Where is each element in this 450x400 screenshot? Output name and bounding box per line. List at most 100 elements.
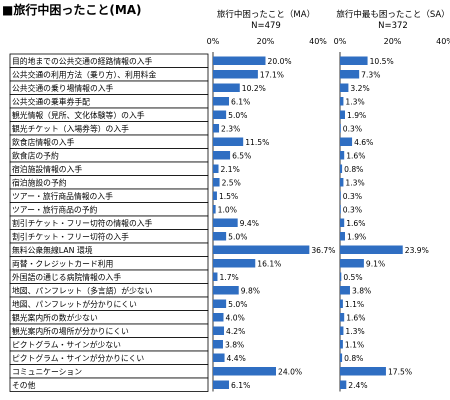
value-label: 20.0% (268, 57, 292, 66)
value-label: 6.1% (231, 98, 250, 107)
category-label: 割引チケット・フリー切符の入手 (12, 232, 129, 242)
bar (340, 272, 342, 281)
category-label: 公共交通の利用方法（乗り方）、利用料金 (12, 70, 156, 80)
bar (213, 110, 227, 119)
value-label: 16.1% (257, 260, 281, 269)
value-label: 5.0% (228, 233, 247, 242)
category-label: 飲食店情報の入手 (12, 137, 75, 147)
x-tick-label: 20% (384, 37, 402, 46)
x-tick-label: 40% (436, 37, 450, 46)
bar (340, 367, 386, 376)
bar (213, 367, 276, 376)
bar (340, 151, 345, 160)
bar (213, 286, 239, 295)
bar (213, 70, 258, 79)
bar (213, 340, 223, 349)
category-label: 宿泊施設の予約 (12, 178, 67, 188)
bar (213, 272, 218, 281)
bar (340, 340, 343, 349)
value-label: 2.3% (221, 125, 240, 134)
value-label: 1.3% (345, 327, 364, 336)
bar (213, 205, 216, 214)
category-label: コミュニケーション (12, 368, 82, 377)
bar (340, 313, 345, 322)
chart-marks: 目的地までの公共交通の経路情報の入手公共交通の利用方法（乗り方）、利用料金公共交… (9, 37, 450, 392)
bar (213, 299, 227, 308)
value-label: 1.3% (345, 98, 364, 107)
panel-1-heading: 旅行中困ったこと（MA） (217, 9, 315, 20)
value-label: 1.6% (346, 314, 365, 323)
category-label: 地図、パンフレットが分かりにくい (12, 299, 137, 309)
category-label: 無料公衆無線LAN 環境 (12, 245, 93, 255)
category-label: 公共交通の乗車券手配 (12, 97, 90, 107)
bar (213, 326, 225, 335)
value-label: 7.3% (361, 71, 380, 80)
bar (213, 353, 225, 362)
bar (213, 245, 310, 254)
bar (213, 97, 230, 106)
bar (213, 137, 244, 146)
bar (340, 124, 341, 133)
category-label: 地図、パンフレット（多言語）が少ない (12, 286, 153, 296)
value-label: 9.1% (366, 260, 385, 269)
value-label: 1.0% (218, 206, 237, 215)
value-label: 1.9% (347, 111, 366, 120)
bar (340, 218, 345, 227)
category-label: 観光案内所の場所が分かりにくい (12, 326, 129, 336)
panel-1-n: N=479 (251, 21, 281, 31)
category-label: ピクトグラム・サインが少ない (12, 340, 121, 350)
bar (340, 83, 349, 92)
value-label: 10.5% (370, 57, 394, 66)
bar (340, 56, 368, 65)
value-label: 0.3% (343, 206, 362, 215)
category-label: ピクトグラム・サインが分かりにくい (12, 353, 144, 363)
x-tick-label: 0% (334, 37, 347, 46)
bar (340, 137, 353, 146)
value-label: 3.8% (225, 341, 244, 350)
category-label: 観光チケット（入場券等）の入手 (12, 124, 129, 134)
category-label: 外国語の通じる病院情報の入手 (12, 272, 121, 282)
value-label: 3.2% (350, 84, 369, 93)
value-label: 0.3% (343, 125, 362, 134)
value-label: 24.0% (278, 368, 302, 377)
bar (340, 380, 347, 389)
bar (213, 232, 227, 241)
value-label: 1.9% (347, 233, 366, 242)
category-label: ツアー・旅行商品情報の入手 (12, 191, 113, 201)
bar (213, 124, 220, 133)
value-label: 1.5% (219, 192, 238, 201)
bar (340, 97, 344, 106)
category-label: 目的地までの公共交通の経路情報の入手 (12, 56, 153, 66)
bar (340, 353, 343, 362)
bar (340, 191, 341, 200)
value-label: 17.1% (260, 71, 284, 80)
category-label: 飲食店の予約 (12, 151, 59, 161)
value-label: 17.5% (388, 368, 412, 377)
bar (213, 178, 220, 187)
value-label: 2.1% (221, 165, 240, 174)
value-label: 5.0% (228, 300, 247, 309)
bar (340, 232, 345, 241)
bar (340, 286, 350, 295)
bar (213, 83, 240, 92)
bar (340, 259, 364, 268)
value-label: 6.1% (231, 381, 250, 390)
value-label: 3.8% (352, 287, 371, 296)
x-tick-label: 40% (309, 37, 327, 46)
value-label: 1.6% (346, 152, 365, 161)
bar (340, 164, 343, 173)
bar (213, 313, 224, 322)
value-label: 23.9% (405, 246, 429, 255)
bar (340, 70, 360, 79)
value-label: 1.1% (345, 341, 364, 350)
value-label: 5.0% (228, 111, 247, 120)
bar (340, 178, 344, 187)
bar (213, 191, 217, 200)
category-label: 観光情報（見所、文化体験等）の入手 (12, 110, 145, 120)
category-label: 公共交通の乗り場情報の入手 (12, 83, 114, 93)
bar (213, 218, 238, 227)
panel-2-heading: 旅行中最も困ったこと（SA） (336, 9, 449, 20)
value-label: 4.4% (227, 354, 246, 363)
value-label: 1.6% (346, 219, 365, 228)
